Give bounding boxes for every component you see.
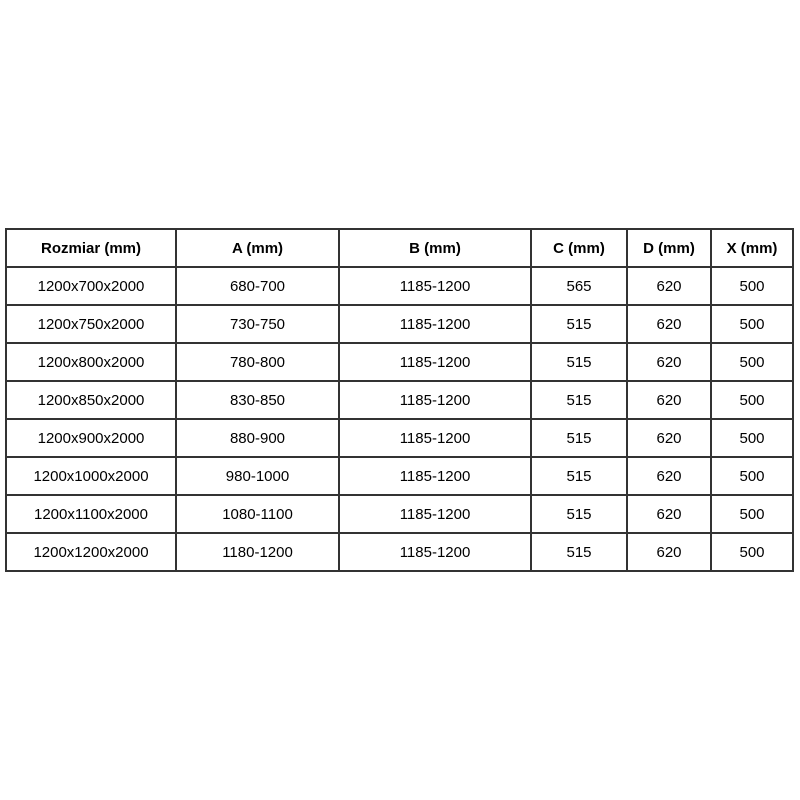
- table-cell: 1185-1200: [338, 418, 532, 458]
- table-cell: 1080-1100: [175, 494, 340, 534]
- table-cell: 515: [530, 342, 628, 382]
- table-cell: 980-1000: [175, 456, 340, 496]
- table-cell: 830-850: [175, 380, 340, 420]
- table-cell: 730-750: [175, 304, 340, 344]
- table-row: 1200x900x2000 880-900 1185-1200 515 620 500: [5, 418, 794, 458]
- table-cell: 680-700: [175, 266, 340, 306]
- table-cell: 515: [530, 418, 628, 458]
- table-cell: 500: [710, 532, 794, 572]
- table-cell: 1185-1200: [338, 304, 532, 344]
- table-cell: 1185-1200: [338, 456, 532, 496]
- table-header: Rozmiar (mm) A (mm) B (mm) C (mm) D (mm) X (m…: [5, 228, 794, 268]
- table-cell: 515: [530, 380, 628, 420]
- table-cell: 780-800: [175, 342, 340, 382]
- table-row: 1200x800x2000 780-800 1185-1200 515 620 500: [5, 342, 794, 382]
- dimensions-spec-table: Rozmiar (mm) A (mm) B (mm) C (mm) D (mm) X (m…: [5, 228, 794, 572]
- column-header-0: Rozmiar (mm): [5, 228, 177, 268]
- table-cell: 515: [530, 304, 628, 344]
- table-row: 1200x750x2000 730-750 1185-1200 515 620 500: [5, 304, 794, 344]
- table-cell: 620: [626, 304, 712, 344]
- table-cell: 620: [626, 494, 712, 534]
- table-body: 1200x700x2000 680-700 1185-1200 565 620 500 12…: [5, 266, 794, 572]
- table-cell: 500: [710, 266, 794, 306]
- table-cell: 1200x700x2000: [5, 266, 177, 306]
- table-cell: 1185-1200: [338, 380, 532, 420]
- table-cell: 515: [530, 456, 628, 496]
- table-cell: 500: [710, 456, 794, 496]
- table-cell: 500: [710, 304, 794, 344]
- table-cell: 1200x1100x2000: [5, 494, 177, 534]
- table-cell: 620: [626, 456, 712, 496]
- table-cell: 1185-1200: [338, 266, 532, 306]
- table-cell: 1200x1000x2000: [5, 456, 177, 496]
- column-header-1: A (mm): [175, 228, 340, 268]
- column-header-2: B (mm): [338, 228, 532, 268]
- table-cell: 515: [530, 532, 628, 572]
- table-cell: 1200x900x2000: [5, 418, 177, 458]
- table-row: 1200x1100x2000 1080-1100 1185-1200 515 620 50…: [5, 494, 794, 534]
- table-cell: 620: [626, 380, 712, 420]
- table-cell: 500: [710, 342, 794, 382]
- header-row: Rozmiar (mm) A (mm) B (mm) C (mm) D (mm) X (m…: [5, 228, 794, 268]
- column-header-5: X (mm): [710, 228, 794, 268]
- table-cell: 500: [710, 418, 794, 458]
- table-cell: 1200x1200x2000: [5, 532, 177, 572]
- table-cell: 620: [626, 342, 712, 382]
- table-cell: 620: [626, 418, 712, 458]
- table-cell: 565: [530, 266, 628, 306]
- table-cell: 1180-1200: [175, 532, 340, 572]
- table-cell: 620: [626, 532, 712, 572]
- table-row: 1200x700x2000 680-700 1185-1200 565 620 500: [5, 266, 794, 306]
- table-cell: 880-900: [175, 418, 340, 458]
- table-cell: 1185-1200: [338, 342, 532, 382]
- column-header-4: D (mm): [626, 228, 712, 268]
- table-cell: 1185-1200: [338, 532, 532, 572]
- table-cell: 500: [710, 494, 794, 534]
- table-cell: 515: [530, 494, 628, 534]
- column-header-3: C (mm): [530, 228, 628, 268]
- table-row: 1200x850x2000 830-850 1185-1200 515 620 500: [5, 380, 794, 420]
- table-cell: 620: [626, 266, 712, 306]
- table-cell: 1185-1200: [338, 494, 532, 534]
- table-cell: 1200x800x2000: [5, 342, 177, 382]
- table-cell: 1200x750x2000: [5, 304, 177, 344]
- table-cell: 1200x850x2000: [5, 380, 177, 420]
- table-cell: 500: [710, 380, 794, 420]
- table-row: 1200x1000x2000 980-1000 1185-1200 515 620 500: [5, 456, 794, 496]
- table-row: 1200x1200x2000 1180-1200 1185-1200 515 620 50…: [5, 532, 794, 572]
